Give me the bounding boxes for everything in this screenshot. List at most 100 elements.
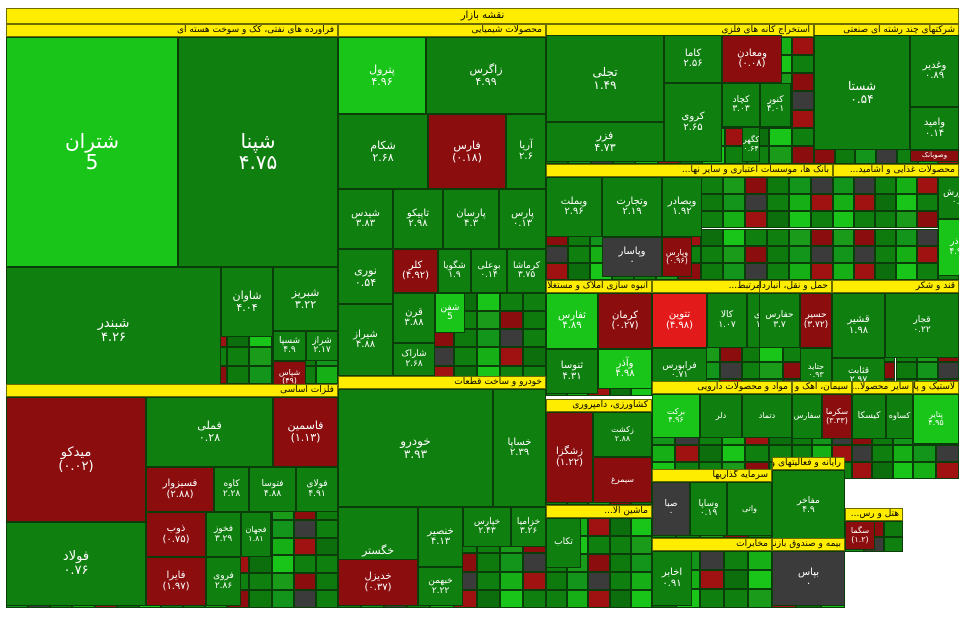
minor-symbol-tile[interactable] [609, 536, 631, 554]
minor-symbol-tile[interactable] [769, 145, 792, 164]
symbol-tile[interactable]: خبهمن ۲.۲۲ [418, 567, 463, 606]
symbol-tile[interactable]: وامید ۰.۱۴ [910, 107, 959, 150]
minor-symbol-tile[interactable] [588, 590, 610, 608]
minor-symbol-tile[interactable] [698, 445, 722, 462]
symbol-tile[interactable]: دلر [700, 394, 742, 438]
symbol-tile[interactable]: فخوز ۳.۲۹ [206, 512, 241, 557]
symbol-tile[interactable]: فملی ۰.۲۸ [146, 397, 273, 467]
symbol-tile[interactable]: خساپا ۲.۳۹ [493, 389, 546, 507]
minor-symbol-tile[interactable] [293, 537, 316, 556]
symbol-tile[interactable]: حسیر (۳.۷۲) [800, 293, 832, 348]
symbol-tile[interactable]: شپنا ۴.۷۵ [178, 37, 338, 267]
minor-symbol-tile[interactable] [833, 245, 854, 263]
minor-symbol-tile[interactable] [810, 228, 833, 246]
minor-symbol-tile[interactable] [791, 91, 814, 110]
minor-symbol-tile[interactable] [791, 145, 814, 164]
minor-symbol-tile[interactable] [788, 211, 811, 229]
symbol-tile[interactable]: شیراز ۴.۸۸ [338, 304, 393, 376]
symbol-tile[interactable]: کگهر ۰.۶۴ [742, 127, 760, 162]
symbol-tile[interactable]: وتجارت ۲.۱۹ [602, 177, 662, 237]
symbol-tile[interactable]: کچاد ۳.۰۳ [722, 83, 760, 127]
symbol-tile[interactable]: قشیر ۱.۹۸ [832, 293, 885, 358]
minor-symbol-tile[interactable] [724, 589, 748, 608]
minor-symbol-tile[interactable] [788, 245, 811, 263]
minor-symbol-tile[interactable] [293, 520, 316, 538]
minor-symbol-tile[interactable] [875, 262, 896, 280]
minor-symbol-tile[interactable] [476, 571, 500, 590]
symbol-tile[interactable]: تجلی ۱.۴۹ [546, 35, 664, 122]
symbol-tile[interactable]: غکورش۰.۵ [938, 177, 959, 219]
minor-symbol-tile[interactable] [476, 310, 500, 330]
symbol-tile[interactable]: فولای ۴.۹۱ [296, 467, 338, 512]
minor-symbol-tile[interactable] [271, 590, 294, 608]
minor-symbol-tile[interactable] [896, 177, 917, 195]
minor-symbol-tile[interactable] [249, 555, 272, 573]
minor-symbol-tile[interactable] [609, 590, 631, 608]
minor-symbol-tile[interactable] [896, 194, 917, 212]
symbol-tile[interactable]: کرماشا ۳.۷۵ [507, 249, 546, 293]
minor-symbol-tile[interactable] [872, 445, 893, 462]
symbol-tile[interactable]: زاگرس ۴.۹۹ [426, 37, 546, 114]
minor-symbol-tile[interactable] [810, 194, 833, 212]
symbol-tile[interactable]: پارس ۰.۱۳ [499, 189, 546, 249]
symbol-tile[interactable]: سگما (۱.۲) [845, 521, 875, 550]
symbol-tile[interactable]: نوری ۰.۵۴ [338, 249, 393, 304]
symbol-tile[interactable]: خنصیر ۴.۱۳ [418, 507, 463, 567]
minor-symbol-tile[interactable] [724, 551, 748, 570]
minor-symbol-tile[interactable] [854, 177, 875, 195]
minor-symbol-tile[interactable] [522, 329, 546, 348]
minor-symbol-tile[interactable] [722, 211, 745, 229]
minor-symbol-tile[interactable] [748, 589, 772, 608]
minor-symbol-tile[interactable] [791, 109, 814, 128]
minor-symbol-tile[interactable] [896, 262, 917, 280]
minor-symbol-tile[interactable] [700, 262, 723, 280]
minor-symbol-tile[interactable] [675, 445, 699, 462]
minor-symbol-tile[interactable] [588, 536, 610, 554]
symbol-tile[interactable]: کنور ۴.۰۱ [760, 83, 791, 127]
minor-symbol-tile[interactable] [630, 518, 652, 536]
minor-symbol-tile[interactable] [588, 572, 610, 590]
symbol-tile[interactable]: قرن ۳.۸۸ [393, 293, 435, 343]
symbol-tile[interactable]: کلر (۴.۹۲) [393, 249, 438, 293]
minor-symbol-tile[interactable] [833, 211, 854, 229]
symbol-tile[interactable]: فارس (۰.۱۸) [428, 114, 506, 189]
symbol-tile[interactable]: سفارس [792, 394, 822, 439]
symbol-tile[interactable]: ثنوسا ۴.۳۱ [546, 349, 598, 394]
minor-symbol-tile[interactable] [766, 177, 789, 195]
symbol-tile[interactable]: فولاد ۰.۷۶ [6, 522, 146, 606]
minor-symbol-tile[interactable] [722, 262, 745, 280]
minor-symbol-tile[interactable] [227, 365, 250, 384]
minor-symbol-tile[interactable] [271, 520, 294, 538]
minor-symbol-tile[interactable] [875, 177, 896, 195]
symbol-tile[interactable]: وپارس (۰.۹۶) [662, 237, 692, 277]
minor-symbol-tile[interactable] [453, 329, 477, 348]
minor-symbol-tile[interactable] [249, 572, 272, 591]
minor-symbol-tile[interactable] [854, 245, 875, 263]
minor-symbol-tile[interactable] [722, 228, 745, 246]
minor-symbol-tile[interactable] [769, 127, 792, 146]
minor-symbol-tile[interactable] [588, 518, 610, 536]
symbol-tile[interactable]: وساپا ۰.۱۹ [690, 482, 727, 536]
minor-symbol-tile[interactable] [810, 177, 833, 195]
minor-symbol-tile[interactable] [744, 262, 767, 280]
minor-symbol-tile[interactable] [744, 177, 767, 195]
minor-symbol-tile[interactable] [476, 292, 500, 311]
minor-symbol-tile[interactable] [476, 347, 500, 366]
minor-symbol-tile[interactable] [833, 177, 854, 195]
minor-symbol-tile[interactable] [788, 177, 811, 195]
symbol-tile[interactable]: وآذر ۴.۹۸ [598, 349, 652, 389]
symbol-tile[interactable]: وپاسار ۰ [602, 237, 662, 277]
minor-symbol-tile[interactable] [896, 245, 917, 263]
symbol-tile[interactable]: شستا ۰.۵۴ [814, 35, 910, 150]
minor-symbol-tile[interactable] [913, 462, 936, 479]
minor-symbol-tile[interactable] [546, 262, 569, 280]
minor-symbol-tile[interactable] [883, 536, 903, 552]
minor-symbol-tile[interactable] [630, 590, 652, 608]
minor-symbol-tile[interactable] [700, 194, 723, 212]
symbol-tile[interactable]: شاراک ۲.۶۸ [393, 343, 435, 376]
minor-symbol-tile[interactable] [522, 571, 546, 590]
minor-symbol-tile[interactable] [722, 194, 745, 212]
symbol-tile[interactable]: حفارس ۳.۷ [759, 293, 800, 348]
minor-symbol-tile[interactable] [499, 553, 523, 572]
symbol-tile[interactable]: خزامیا ۳.۲۶ [511, 507, 546, 547]
